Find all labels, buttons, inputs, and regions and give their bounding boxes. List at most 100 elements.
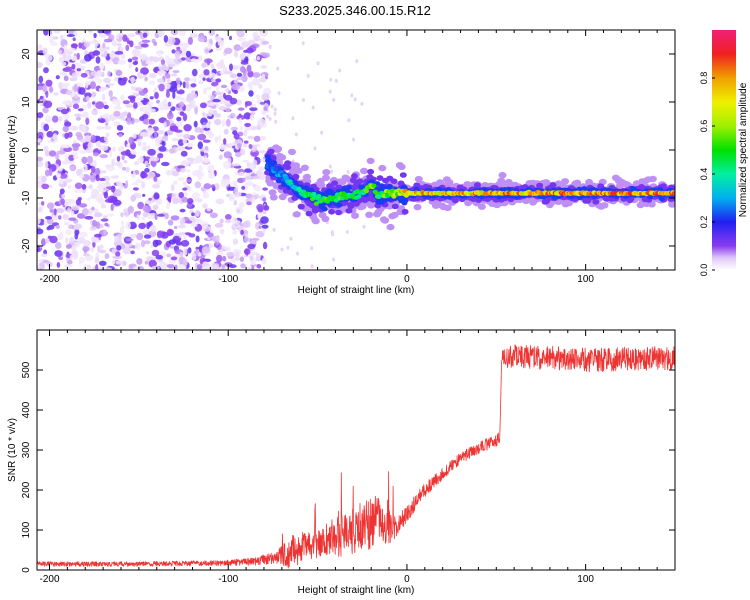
noise-blob (311, 105, 315, 110)
noise-blob (66, 34, 75, 37)
noise-blob (183, 247, 188, 256)
noise-blob (85, 256, 90, 262)
noise-blob (177, 224, 187, 229)
noise-blob (37, 85, 44, 91)
noise-blob (262, 52, 271, 58)
noise-blob (132, 266, 141, 270)
noise-blob (78, 124, 87, 132)
ridge-halo-blob (326, 183, 334, 189)
noise-blob (222, 255, 227, 262)
noise-blob (99, 260, 107, 266)
noise-blob (103, 125, 112, 130)
noise-blob (320, 130, 324, 135)
noise-blob (42, 84, 47, 93)
ridge-halo-blob (365, 211, 374, 218)
noise-blob (192, 68, 198, 77)
noise-blob (238, 117, 242, 125)
noise-blob (141, 39, 151, 43)
noise-blob (247, 135, 255, 140)
colorbar: 0.00.20.40.60.8 Normalized spectral ampl… (699, 30, 749, 276)
noise-blob (115, 260, 123, 265)
snr-xtick-label: 100 (577, 574, 594, 585)
noise-blob (145, 251, 150, 255)
noise-blob (151, 249, 160, 257)
noise-blob (291, 116, 295, 121)
noise-blob (172, 235, 182, 243)
noise-blob (99, 244, 104, 249)
noise-blob (90, 194, 98, 200)
noise-blob (82, 246, 90, 252)
noise-blob (103, 191, 109, 199)
noise-blob (159, 107, 164, 111)
ridge-halo-blob (391, 203, 399, 210)
colorbar-label: Normalized spectral amplitude (738, 82, 749, 217)
ridge-halo-blob (388, 212, 397, 220)
noise-blob (71, 55, 78, 62)
noise-blob (185, 169, 191, 173)
noise-blob (143, 228, 151, 236)
snr-x-axis: -200 -100 0 100 (40, 330, 676, 585)
noise-blob (203, 113, 210, 117)
noise-blob (131, 56, 139, 61)
noise-blob (237, 107, 245, 111)
noise-blob (37, 138, 42, 143)
noise-blob (79, 173, 85, 179)
noise-blob (37, 156, 44, 162)
noise-blob (95, 264, 99, 270)
noise-blob (170, 80, 177, 86)
noise-blob (113, 106, 122, 110)
noise-blob (238, 171, 245, 177)
noise-blob (64, 178, 73, 183)
noise-blob (353, 97, 357, 102)
ridge-halo-blob (536, 182, 544, 189)
noise-blob (199, 127, 204, 134)
noise-blob (81, 208, 89, 216)
noise-blob (37, 161, 44, 168)
noise-blob (225, 118, 231, 127)
noise-blob (167, 219, 174, 226)
noise-blob (174, 165, 179, 170)
noise-blob (91, 101, 96, 105)
noise-blob (169, 245, 174, 249)
noise-blob (202, 122, 208, 126)
noise-blob (105, 46, 110, 50)
noise-blob (255, 230, 265, 238)
noise-blob (135, 67, 139, 72)
noise-blob (77, 237, 86, 244)
noise-blob (61, 61, 67, 66)
noise-blob (60, 34, 64, 41)
noise-blob (259, 136, 267, 141)
noise-blob (136, 258, 143, 265)
noise-blob (203, 87, 207, 95)
noise-blob (145, 60, 153, 65)
noise-blob (183, 124, 192, 132)
noise-blob (224, 246, 231, 252)
noise-blob (223, 151, 232, 159)
ridge-halo-blob (288, 148, 296, 156)
noise-blob (160, 59, 166, 65)
noise-blob (256, 203, 264, 211)
noise-blob (71, 205, 80, 211)
ridge-halo-blob (378, 164, 387, 172)
ridge-halo-blob (456, 184, 464, 190)
noise-blob (345, 230, 349, 234)
noise-blob (95, 101, 104, 110)
noise-blob (224, 70, 233, 75)
noise-blob (131, 182, 139, 186)
noise-blob (91, 91, 97, 96)
noise-blob (92, 50, 101, 56)
noise-blob (142, 205, 149, 212)
noise-blob (86, 155, 93, 164)
noise-blob (53, 30, 61, 34)
noise-blob (175, 146, 185, 151)
noise-blob (149, 96, 154, 100)
ridge-halo-blob (658, 196, 665, 202)
noise-blob (182, 138, 187, 145)
noise-blob (245, 198, 254, 203)
noise-blob (65, 237, 69, 245)
noise-blob (247, 81, 253, 89)
spectrogram-x-axis: -200 -100 0 100 (40, 30, 676, 285)
noise-blob (49, 209, 54, 213)
noise-blob (231, 217, 238, 224)
snr-ytick-label: 500 (21, 361, 32, 378)
